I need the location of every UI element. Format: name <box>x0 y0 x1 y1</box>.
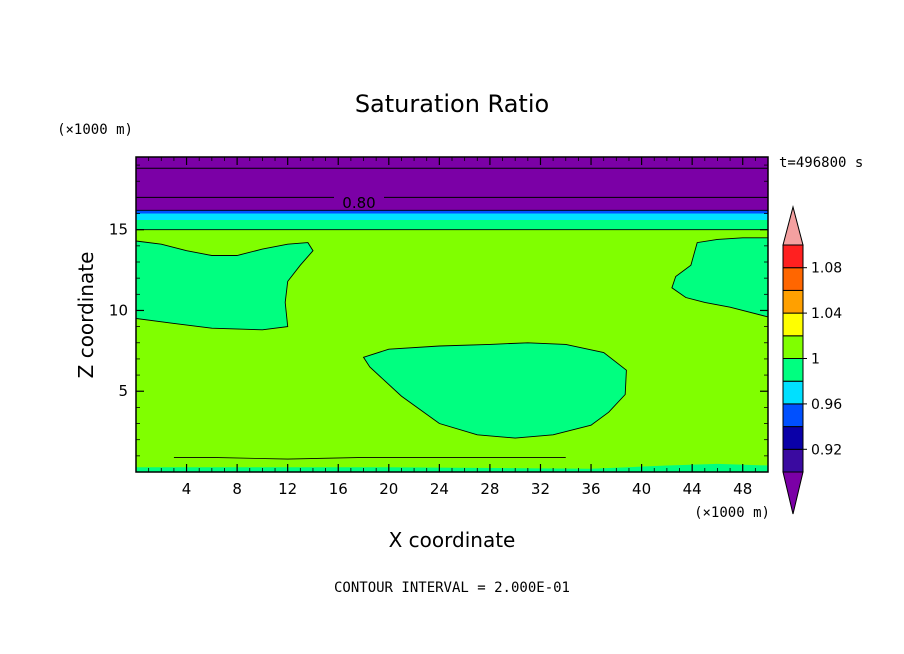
x-tick-label: 36 <box>581 480 600 498</box>
region-transition-band-top <box>136 210 768 214</box>
x-tick-label: 12 <box>278 480 297 498</box>
contour-label-080: 0.80 <box>342 194 375 212</box>
z-tick-label: 15 <box>109 221 128 239</box>
contour-interval-footer: CONTOUR INTERVAL = 2.000E-01 <box>334 580 570 596</box>
x-axis-title: X coordinate <box>389 528 516 552</box>
near-surface-contour <box>173 457 566 460</box>
colorbar: 0.92 0.96 1 1.04 1.08 <box>782 205 842 515</box>
x-unit-label: (×1000 m) <box>694 505 770 521</box>
x-tick-label: 28 <box>480 480 499 498</box>
colorbar-segment <box>782 244 804 269</box>
colorbar-segment <box>782 289 804 314</box>
colorbar-label: 0.92 <box>811 442 842 458</box>
x-tick-label: 48 <box>733 480 752 498</box>
x-tick-label: 8 <box>232 480 242 498</box>
chart-title: Saturation Ratio <box>355 90 549 118</box>
contour-fill-layer <box>135 157 769 472</box>
x-tick-label: 24 <box>430 480 449 498</box>
contour-line-layer <box>136 167 768 460</box>
colorbar-label: 1 <box>811 352 820 368</box>
x-tick-label: 20 <box>379 480 398 498</box>
colorbar-arrow-bottom <box>782 471 804 515</box>
region-surface-band <box>136 463 768 472</box>
region-moist-patch-left <box>135 240 314 331</box>
region-transition-cyan <box>136 213 768 220</box>
colorbar-segment <box>782 403 804 428</box>
z-axis: 5 10 15 <box>109 164 768 457</box>
colorbar-arrow-top <box>782 205 804 246</box>
colorbar-segment <box>782 267 804 291</box>
x-tick-label: 16 <box>329 480 348 498</box>
colorbar-segment <box>782 426 804 450</box>
x-tick-label: 32 <box>531 480 550 498</box>
x-tick-label: 4 <box>182 480 192 498</box>
z-tick-label: 10 <box>109 301 128 319</box>
z-unit-label: (×1000 m) <box>57 122 133 138</box>
colorbar-segment <box>782 448 804 473</box>
colorbar-label: 1.08 <box>811 261 842 277</box>
region-upper-dry-layer <box>136 157 768 211</box>
colorbar-segment <box>782 380 804 405</box>
colorbar-segment <box>782 312 804 337</box>
z-tick-label: 5 <box>118 382 128 400</box>
z-axis-title: Z coordinate <box>74 252 98 379</box>
x-tick-label: 40 <box>632 480 651 498</box>
region-moist-patch-right <box>671 237 769 318</box>
time-label: t=496800 s <box>779 155 863 171</box>
region-moist-patch-center <box>362 342 627 439</box>
colorbar-label: 1.04 <box>811 306 842 322</box>
colorbar-segment <box>782 335 804 359</box>
colorbar-label: 0.96 <box>811 397 842 413</box>
x-axis: 4 8 12 16 20 24 28 32 36 40 44 48 <box>148 157 756 498</box>
colorbar-segment <box>782 358 804 382</box>
x-tick-label: 44 <box>683 480 702 498</box>
